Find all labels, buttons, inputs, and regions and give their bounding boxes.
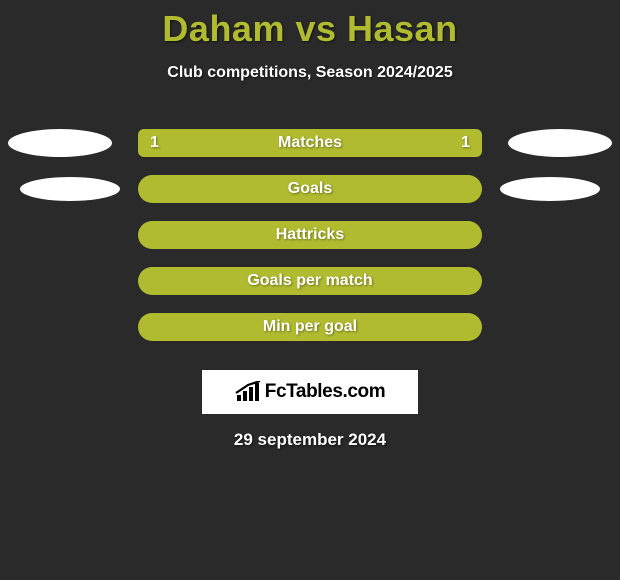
stat-row: 1 Matches 1 bbox=[0, 120, 620, 166]
stat-bar: Min per goal bbox=[138, 313, 482, 341]
right-ellipse bbox=[500, 177, 600, 201]
stat-left-value: 1 bbox=[150, 134, 159, 152]
stat-bar: Hattricks bbox=[138, 221, 482, 249]
stats-rows: 1 Matches 1 Goals Hattricks Goals per match Mi… bbox=[0, 120, 620, 350]
stat-bar: 1 Matches 1 bbox=[138, 129, 482, 157]
stat-label: Goals bbox=[288, 180, 332, 198]
stat-label: Hattricks bbox=[276, 226, 344, 244]
page-subtitle: Club competitions, Season 2024/2025 bbox=[0, 64, 620, 82]
stat-row: Hattricks bbox=[0, 212, 620, 258]
stat-label: Matches bbox=[278, 134, 342, 152]
left-ellipse bbox=[20, 177, 120, 201]
stat-bar: Goals per match bbox=[138, 267, 482, 295]
logo-box: FcTables.com bbox=[202, 370, 418, 414]
page-title: Daham vs Hasan bbox=[0, 0, 620, 50]
chart-icon bbox=[235, 381, 263, 403]
stat-row: Goals bbox=[0, 166, 620, 212]
stat-label: Goals per match bbox=[247, 272, 372, 290]
right-ellipse bbox=[508, 129, 612, 157]
stat-bar: Goals bbox=[138, 175, 482, 203]
left-ellipse bbox=[8, 129, 112, 157]
stat-right-value: 1 bbox=[461, 134, 470, 152]
site-logo: FcTables.com bbox=[235, 381, 386, 403]
update-date: 29 september 2024 bbox=[0, 430, 620, 450]
stat-label: Min per goal bbox=[263, 318, 357, 336]
logo-text: FcTables.com bbox=[265, 381, 386, 403]
stat-row: Goals per match bbox=[0, 258, 620, 304]
stat-row: Min per goal bbox=[0, 304, 620, 350]
